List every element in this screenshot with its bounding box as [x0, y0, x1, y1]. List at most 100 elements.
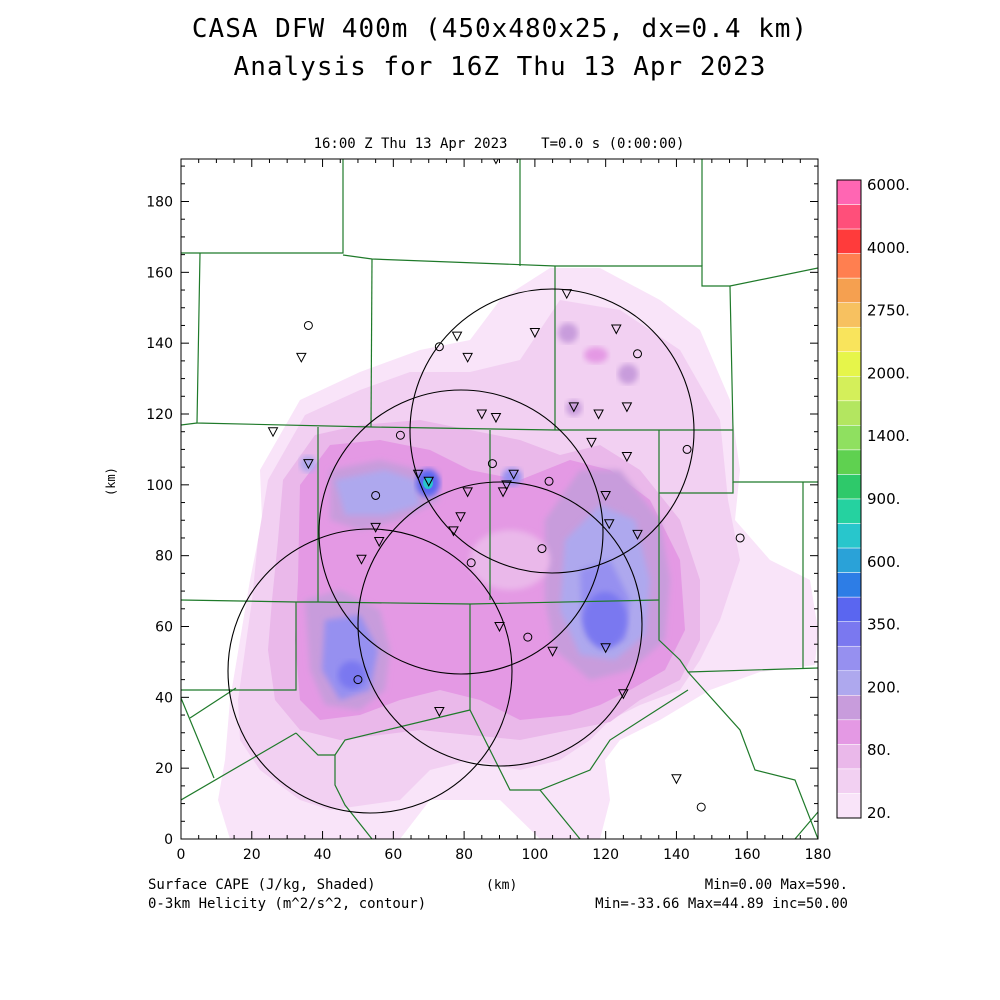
y-tick-label: 0: [164, 832, 173, 848]
y-tick-label: 160: [146, 265, 173, 281]
colorbar-swatch: [836, 670, 862, 696]
y-tick-label: 20: [155, 761, 173, 777]
colorbar-swatch: [836, 326, 862, 353]
colorbar-swatch: [836, 621, 862, 647]
station-triangle: [621, 452, 633, 463]
x-tick-label: 160: [734, 847, 761, 863]
station-triangle: [618, 689, 629, 700]
station-circle: [537, 544, 547, 554]
time-label: 16:00 Z Thu 13 Apr 2023 T=0.0 s (0:00:00…: [313, 136, 685, 152]
station-triangle: [494, 622, 505, 633]
colorbar-swatch: [836, 768, 862, 794]
colorbar-swatch: [836, 449, 862, 475]
colorbar-swatch: [836, 498, 862, 524]
station-triangle: [373, 537, 385, 548]
colorbar-swatch: [836, 744, 862, 770]
contour-field-label: 0-3km Helicity (m^2/s^2, contour): [148, 896, 427, 912]
x-axis-label: (km): [486, 878, 518, 893]
colorbar-label: 1400.: [867, 427, 910, 445]
x-tick-label: 0: [177, 847, 186, 863]
colorbar-swatch: [836, 596, 862, 622]
colorbar-label: 20.: [867, 804, 891, 822]
station-triangle: [568, 402, 580, 413]
colorbar-swatch: [836, 376, 862, 402]
colorbar-label: 2750.: [867, 302, 910, 320]
station-triangle: [490, 413, 502, 424]
station-triangle: [586, 437, 597, 448]
y-axis: 0 20 40 60 80 100 120 140 160 180: [146, 165, 818, 848]
y-tick-label: 100: [146, 478, 173, 494]
station-circle: [544, 476, 554, 486]
colorbar-swatch: [836, 572, 862, 598]
station-triangle: [621, 402, 633, 413]
colorbar-swatch: [836, 179, 862, 205]
station-circle: [466, 558, 476, 568]
radar-ring-w: [318, 389, 604, 675]
station-triangle: [356, 554, 367, 565]
colorbar-label: 600.: [867, 553, 900, 571]
colorbar: 6000. 4000. 2750. 2000. 1400. 900. 600. 350. 200…: [836, 176, 910, 822]
station-circle: [633, 349, 643, 359]
colorbar-swatch: [836, 719, 862, 745]
y-tick-label: 60: [155, 620, 173, 636]
colorbar-swatch: [836, 425, 862, 451]
colorbar-label: 900.: [867, 490, 900, 508]
colorbar-swatch: [836, 523, 862, 549]
cape-shading: [218, 268, 818, 839]
station-triangle: [455, 512, 466, 523]
x-tick-label: 180: [805, 847, 832, 863]
y-tick-label: 140: [146, 336, 173, 352]
x-tick-label: 20: [243, 847, 261, 863]
colorbar-swatch: [836, 253, 862, 279]
y-tick-label: 120: [146, 407, 173, 423]
station-triangle: [451, 331, 463, 342]
station-triangle: [267, 427, 279, 438]
contour-field-stats: Min=-33.66 Max=44.89 inc=50.00: [595, 896, 848, 912]
station-circle: [523, 632, 533, 642]
station-circle: [303, 320, 313, 330]
county-borders: [181, 159, 818, 839]
plot-title: CASA DFW 400m (450x480x25, dx=0.4 km): [191, 14, 809, 44]
station-triangle: [412, 469, 424, 480]
colorbar-frame: [836, 179, 862, 819]
colorbar-swatch: [836, 302, 862, 328]
station-triangle: [423, 476, 435, 487]
colorbar-swatch: [836, 351, 862, 377]
colorbar-swatch: [836, 277, 862, 303]
x-tick-label: 60: [384, 847, 402, 863]
y-tick-label: 80: [155, 549, 173, 565]
station-triangle: [603, 519, 615, 530]
station-circle: [682, 444, 692, 454]
station-triangle: [370, 522, 381, 533]
colorbar-swatch: [836, 228, 862, 254]
x-tick-label: 80: [455, 847, 473, 863]
colorbar-swatch: [836, 204, 862, 230]
station-triangle: [547, 646, 558, 657]
station-triangle: [610, 324, 622, 335]
station-circle: [395, 430, 405, 440]
colorbar-swatch: [836, 695, 862, 721]
station-triangle: [462, 487, 473, 498]
station-circle: [487, 459, 497, 469]
station-triangle: [671, 774, 682, 785]
radar-ring-sw: [227, 528, 513, 814]
station-triangle: [508, 469, 519, 480]
y-axis-label: (km): [104, 467, 118, 496]
station-triangle: [600, 490, 611, 502]
shaded-field-stats: Min=0.00 Max=590.: [704, 877, 848, 893]
colorbar-label: 6000.: [867, 176, 910, 194]
x-tick-label: 40: [314, 847, 332, 863]
station-triangle: [476, 409, 488, 420]
station-circle: [434, 342, 444, 352]
colorbar-label: 4000.: [867, 239, 910, 257]
y-tick-label: 180: [146, 195, 173, 211]
station-triangle: [497, 487, 509, 498]
station-triangle: [448, 526, 459, 537]
station-triangle: [501, 480, 512, 491]
colorbar-label: 2000.: [867, 364, 910, 382]
station-triangle: [593, 409, 604, 420]
station-triangle: [632, 529, 643, 540]
station-triangle: [303, 459, 314, 470]
station-markers: [267, 159, 745, 812]
